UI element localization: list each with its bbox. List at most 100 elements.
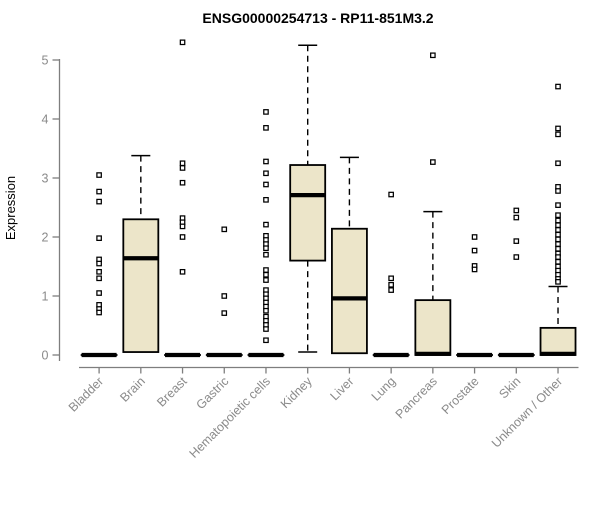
box-bladder [82,173,117,355]
outlier-point [97,261,101,265]
outlier-point [514,208,518,212]
x-category-label: Pancreas [393,374,440,421]
outlier-point [180,166,184,170]
y-tick-label: 3 [42,172,49,186]
x-category-label: Brain [117,374,148,405]
outlier-point [389,288,393,292]
outlier-point [264,309,268,313]
iqr-box [541,328,576,355]
outlier-point [180,181,184,185]
outlier-point [97,310,101,314]
y-tick-label: 4 [42,113,49,127]
box-pancreas [415,53,450,355]
outlier-point [556,260,560,264]
outlier-point [264,110,268,114]
box-kidney [290,45,325,352]
x-category-label: Bladder [66,374,106,414]
outlier-point [264,159,268,163]
box-liver [332,157,367,353]
x-category-label: Hematopoietic cells [187,374,274,461]
outlier-point [97,173,101,177]
x-category-label: Breast [154,374,190,410]
outlier-point [222,227,226,231]
x-category-label: Skin [496,374,523,401]
outlier-point [556,189,560,193]
x-category-label: Gastric [193,374,231,412]
y-tick-label: 5 [42,54,49,68]
iqr-box [415,300,450,355]
iqr-box [290,165,325,261]
outlier-point [389,276,393,280]
outlier-point [97,291,101,295]
box-skin [499,208,534,355]
box-brain [123,156,158,352]
outlier-point [556,132,560,136]
outlier-point [556,84,560,88]
outlier-point [556,203,560,207]
outlier-point [180,40,184,44]
outlier-point [264,222,268,226]
outlier-point [556,126,560,130]
outlier-point [556,223,560,227]
outlier-point [222,311,226,315]
outlier-point [180,161,184,165]
outlier-point [97,276,101,280]
x-category-label: Liver [327,374,356,403]
outlier-point [556,255,560,259]
outlier-point [264,268,268,272]
outlier-point [264,171,268,175]
box-gastric [207,227,242,355]
x-category-label: Prostate [439,374,482,417]
outlier-point [264,327,268,331]
outlier-point [556,218,560,222]
outlier-point [180,224,184,228]
x-category-label: Lung [369,374,399,404]
outlier-point [97,199,101,203]
chart-title: ENSG00000254713 - RP11-851M3.2 [202,10,433,26]
outlier-point [472,235,476,239]
boxes-layer [82,40,576,355]
outlier-point [556,242,560,246]
box-lung [374,192,409,355]
iqr-box [332,229,367,353]
box-unknown-other [541,84,576,355]
outlier-point [264,198,268,202]
box-prostate [457,235,492,355]
outlier-point [514,215,518,219]
outlier-point [264,273,268,277]
y-tick-label: 2 [42,231,49,245]
box-hematopoietic-cells [248,110,283,355]
outlier-point [264,126,268,130]
y-tick-label: 1 [42,290,49,304]
outlier-point [222,294,226,298]
outlier-point [389,192,393,196]
outlier-point [180,270,184,274]
outlier-point [556,232,560,236]
outlier-point [264,338,268,342]
outlier-point [556,228,560,232]
box-breast [165,40,200,355]
outlier-point [180,235,184,239]
outlier-point [556,237,560,241]
outlier-point [514,255,518,259]
outlier-point [556,280,560,284]
y-tick-label: 0 [42,349,49,363]
y-axis-label: Expression [3,176,18,240]
iqr-box [123,219,158,352]
outlier-point [556,247,560,251]
outlier-point [264,246,268,250]
outlier-point [431,160,435,164]
outlier-point [97,189,101,193]
x-category-label: Unknown / Other [489,374,565,450]
outlier-point [431,53,435,57]
outlier-point [264,253,268,257]
outlier-point [97,236,101,240]
x-category-label: Kidney [278,374,315,411]
outlier-point [472,267,476,271]
outlier-point [514,239,518,243]
outlier-point [556,161,560,165]
outlier-point [389,283,393,287]
outlier-point [264,182,268,186]
outlier-point [556,213,560,217]
